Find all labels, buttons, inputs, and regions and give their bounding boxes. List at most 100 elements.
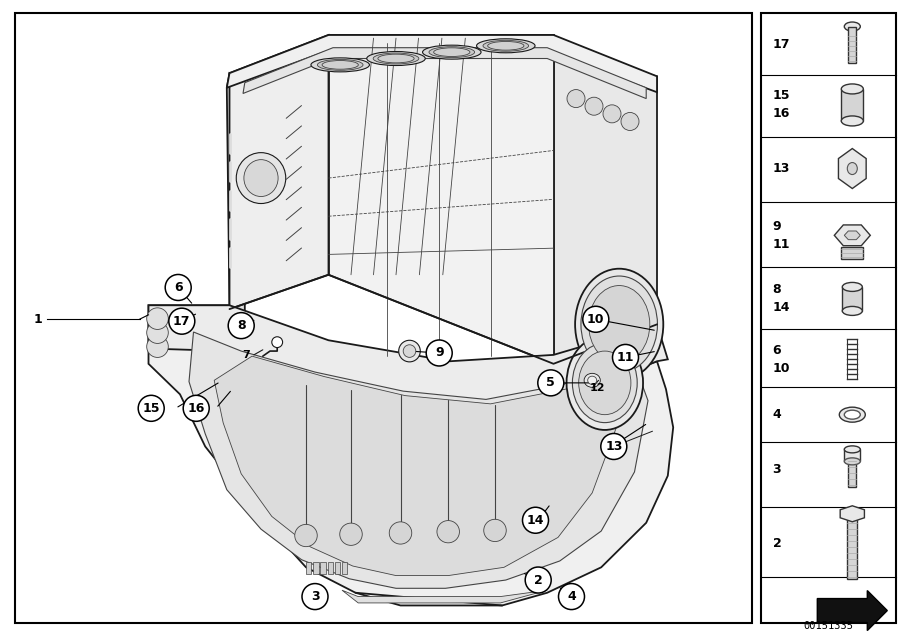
Ellipse shape xyxy=(844,22,860,31)
Text: 2: 2 xyxy=(772,537,781,550)
Text: 15: 15 xyxy=(142,402,160,415)
FancyBboxPatch shape xyxy=(306,562,311,574)
FancyBboxPatch shape xyxy=(335,562,340,574)
Text: 4: 4 xyxy=(567,590,576,603)
Ellipse shape xyxy=(840,407,865,422)
Ellipse shape xyxy=(295,524,317,546)
Polygon shape xyxy=(844,231,860,240)
Circle shape xyxy=(427,340,452,366)
Ellipse shape xyxy=(429,46,474,58)
Ellipse shape xyxy=(488,41,524,50)
Ellipse shape xyxy=(322,60,358,69)
Polygon shape xyxy=(839,149,866,188)
Ellipse shape xyxy=(311,58,369,72)
Circle shape xyxy=(229,313,254,338)
Text: 5: 5 xyxy=(546,377,555,389)
Circle shape xyxy=(523,508,548,533)
Text: 15: 15 xyxy=(772,90,790,102)
Ellipse shape xyxy=(572,343,637,422)
Text: 16: 16 xyxy=(187,402,205,415)
Text: 9: 9 xyxy=(772,220,781,233)
Ellipse shape xyxy=(567,336,644,430)
Polygon shape xyxy=(227,35,657,92)
Ellipse shape xyxy=(579,351,631,415)
Text: 14: 14 xyxy=(526,514,544,527)
Text: 6: 6 xyxy=(772,344,781,357)
Bar xyxy=(847,514,858,579)
Ellipse shape xyxy=(236,153,286,204)
Ellipse shape xyxy=(437,520,459,543)
Polygon shape xyxy=(841,506,864,522)
Circle shape xyxy=(403,345,416,357)
Text: 2: 2 xyxy=(534,574,543,586)
Bar xyxy=(849,461,856,487)
Text: 16: 16 xyxy=(772,107,790,120)
Circle shape xyxy=(601,434,626,459)
Polygon shape xyxy=(342,590,547,603)
Circle shape xyxy=(169,308,194,334)
Bar xyxy=(760,13,896,623)
Ellipse shape xyxy=(374,53,419,64)
Ellipse shape xyxy=(581,276,657,373)
Ellipse shape xyxy=(575,268,663,380)
Text: 3: 3 xyxy=(772,463,781,476)
Circle shape xyxy=(166,275,191,300)
Bar xyxy=(842,89,863,121)
Ellipse shape xyxy=(423,45,481,59)
Circle shape xyxy=(603,105,621,123)
Ellipse shape xyxy=(484,519,507,541)
Circle shape xyxy=(139,396,164,421)
Text: 13: 13 xyxy=(605,440,623,453)
Polygon shape xyxy=(328,35,554,364)
Polygon shape xyxy=(148,305,668,421)
Polygon shape xyxy=(243,48,646,99)
Bar xyxy=(842,247,863,259)
Circle shape xyxy=(583,307,608,332)
Ellipse shape xyxy=(842,307,862,315)
Circle shape xyxy=(147,336,168,357)
Circle shape xyxy=(399,340,420,362)
Circle shape xyxy=(526,567,551,593)
Text: 7: 7 xyxy=(242,350,250,360)
Ellipse shape xyxy=(378,54,414,63)
Text: 17: 17 xyxy=(173,315,191,328)
Text: 4: 4 xyxy=(772,408,781,421)
FancyBboxPatch shape xyxy=(342,562,347,574)
FancyBboxPatch shape xyxy=(328,562,333,574)
Bar xyxy=(842,287,862,311)
Polygon shape xyxy=(554,52,657,364)
Ellipse shape xyxy=(842,116,863,126)
Text: 11: 11 xyxy=(616,351,634,364)
Ellipse shape xyxy=(244,160,278,197)
Ellipse shape xyxy=(589,286,650,363)
Text: 11: 11 xyxy=(772,238,790,251)
Ellipse shape xyxy=(340,523,362,545)
Polygon shape xyxy=(227,73,245,318)
Text: 12: 12 xyxy=(590,383,605,393)
Ellipse shape xyxy=(847,163,858,174)
Text: 8: 8 xyxy=(237,319,246,332)
Text: 3: 3 xyxy=(310,590,320,603)
Ellipse shape xyxy=(318,59,363,71)
Polygon shape xyxy=(189,332,648,588)
FancyBboxPatch shape xyxy=(320,562,326,574)
Polygon shape xyxy=(817,591,887,630)
Ellipse shape xyxy=(477,39,536,53)
Circle shape xyxy=(147,322,168,343)
FancyBboxPatch shape xyxy=(313,562,319,574)
Ellipse shape xyxy=(389,522,412,544)
Circle shape xyxy=(621,113,639,130)
Circle shape xyxy=(302,584,328,609)
Polygon shape xyxy=(148,305,673,605)
Text: 1: 1 xyxy=(33,313,42,326)
Polygon shape xyxy=(214,356,626,576)
Ellipse shape xyxy=(844,446,860,453)
Text: 17: 17 xyxy=(772,38,790,51)
Circle shape xyxy=(147,308,168,329)
Ellipse shape xyxy=(584,373,600,387)
Circle shape xyxy=(613,345,638,370)
Text: 13: 13 xyxy=(772,162,790,175)
Ellipse shape xyxy=(434,48,470,57)
Text: 6: 6 xyxy=(174,281,183,294)
Ellipse shape xyxy=(844,458,860,465)
